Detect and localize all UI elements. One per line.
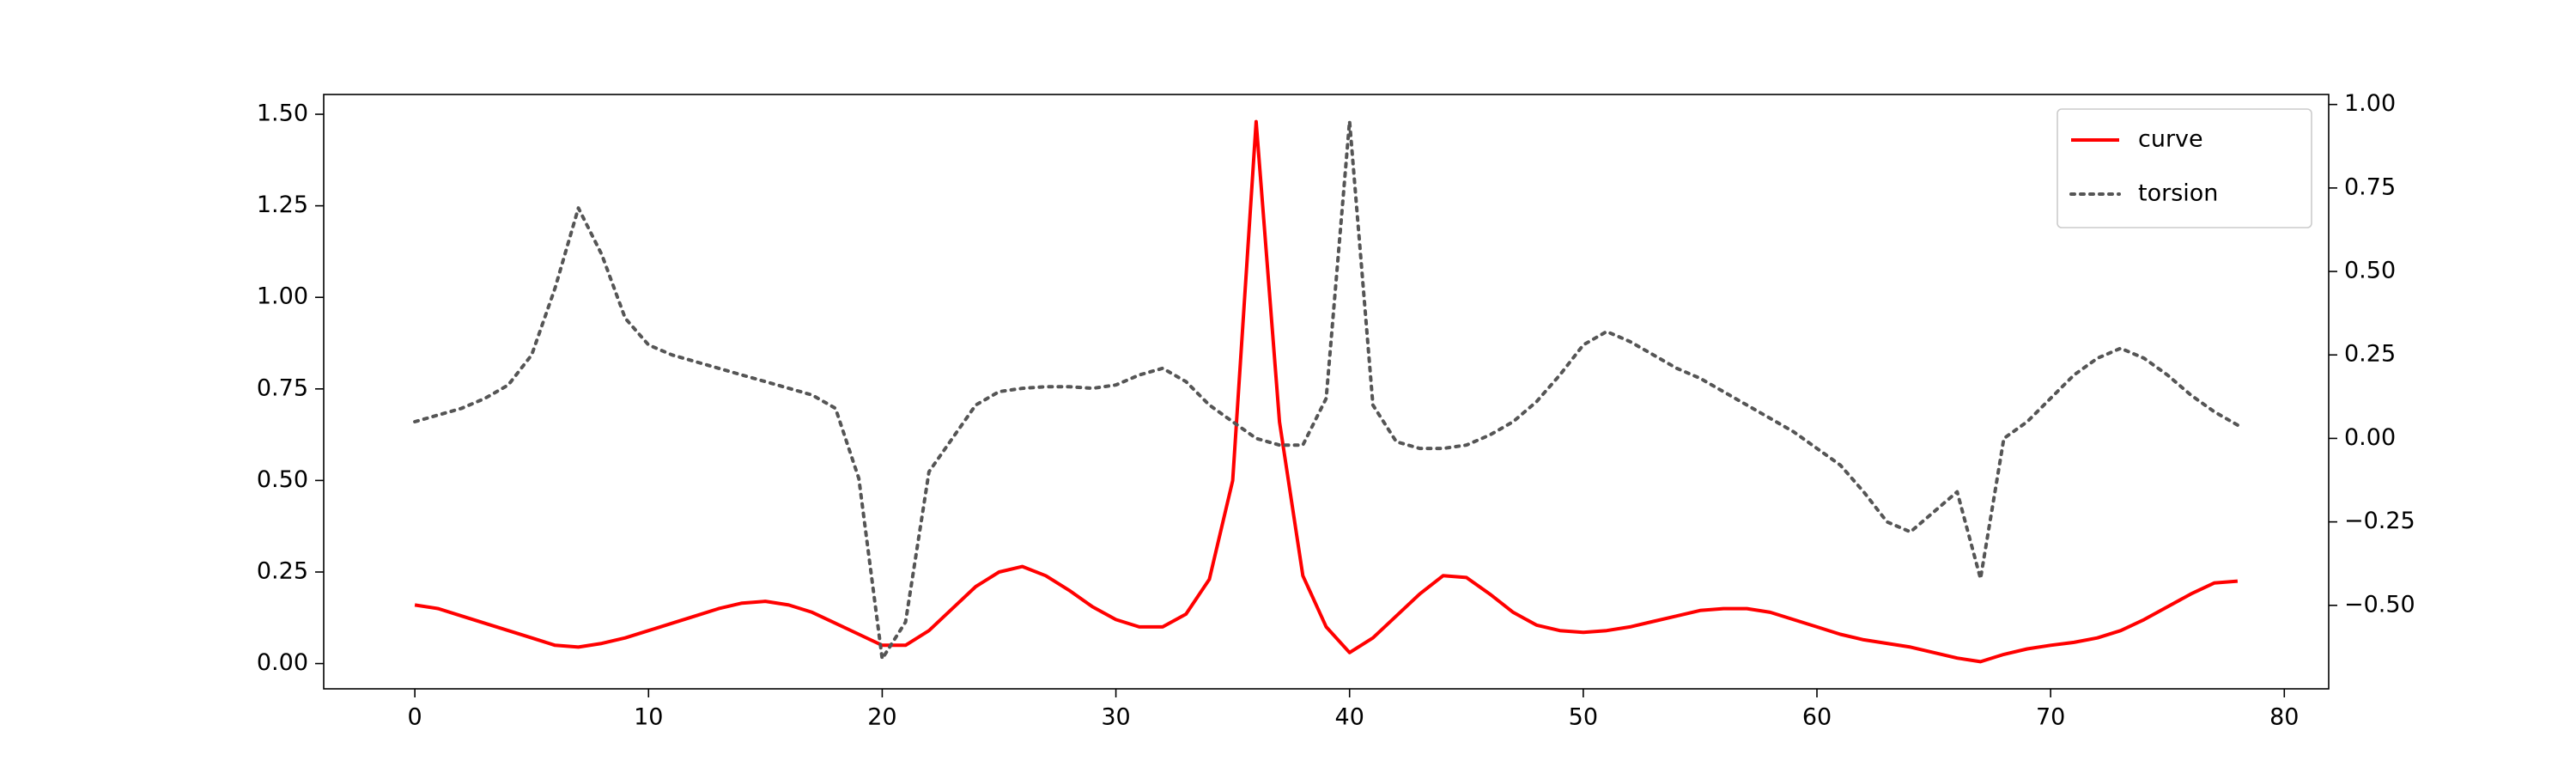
legend-box — [2057, 108, 2312, 228]
legend-label: curve — [2138, 126, 2203, 153]
x-tick-label: 60 — [1802, 704, 1832, 731]
y-tick-label: 1.50 — [257, 100, 308, 127]
legend-label: torsion — [2138, 180, 2218, 207]
y2-tick-label: −0.50 — [2344, 591, 2415, 618]
y2-tick-label: 0.75 — [2344, 173, 2396, 200]
y2-tick-label: 0.00 — [2344, 424, 2396, 451]
x-tick-label: 10 — [634, 704, 663, 731]
x-tick-label: 50 — [1569, 704, 1598, 731]
y-tick-label: 0.50 — [257, 466, 308, 493]
series-line — [414, 119, 2239, 664]
y-tick-label: 1.25 — [257, 192, 308, 218]
series-line — [413, 119, 2239, 660]
y2-tick-label: −0.25 — [2344, 508, 2415, 534]
x-tick-label: 20 — [867, 704, 896, 731]
x-tick-label: 80 — [2269, 704, 2299, 731]
y-tick-label: 0.00 — [257, 649, 308, 676]
y2-tick-label: 0.50 — [2344, 258, 2396, 284]
y2-tick-label: 0.25 — [2344, 341, 2396, 368]
y-tick-label: 1.00 — [257, 283, 308, 310]
x-tick-label: 0 — [408, 704, 422, 731]
plot-frame — [323, 94, 2330, 690]
y-tick-label: 0.25 — [257, 557, 308, 584]
y-tick-label: 0.75 — [257, 374, 308, 401]
x-tick-label: 70 — [2036, 704, 2065, 731]
x-tick-label: 40 — [1335, 704, 1364, 731]
y2-tick-label: 1.00 — [2344, 90, 2396, 117]
x-tick-label: 30 — [1101, 704, 1130, 731]
legend: curve torsion — [2057, 108, 2312, 228]
